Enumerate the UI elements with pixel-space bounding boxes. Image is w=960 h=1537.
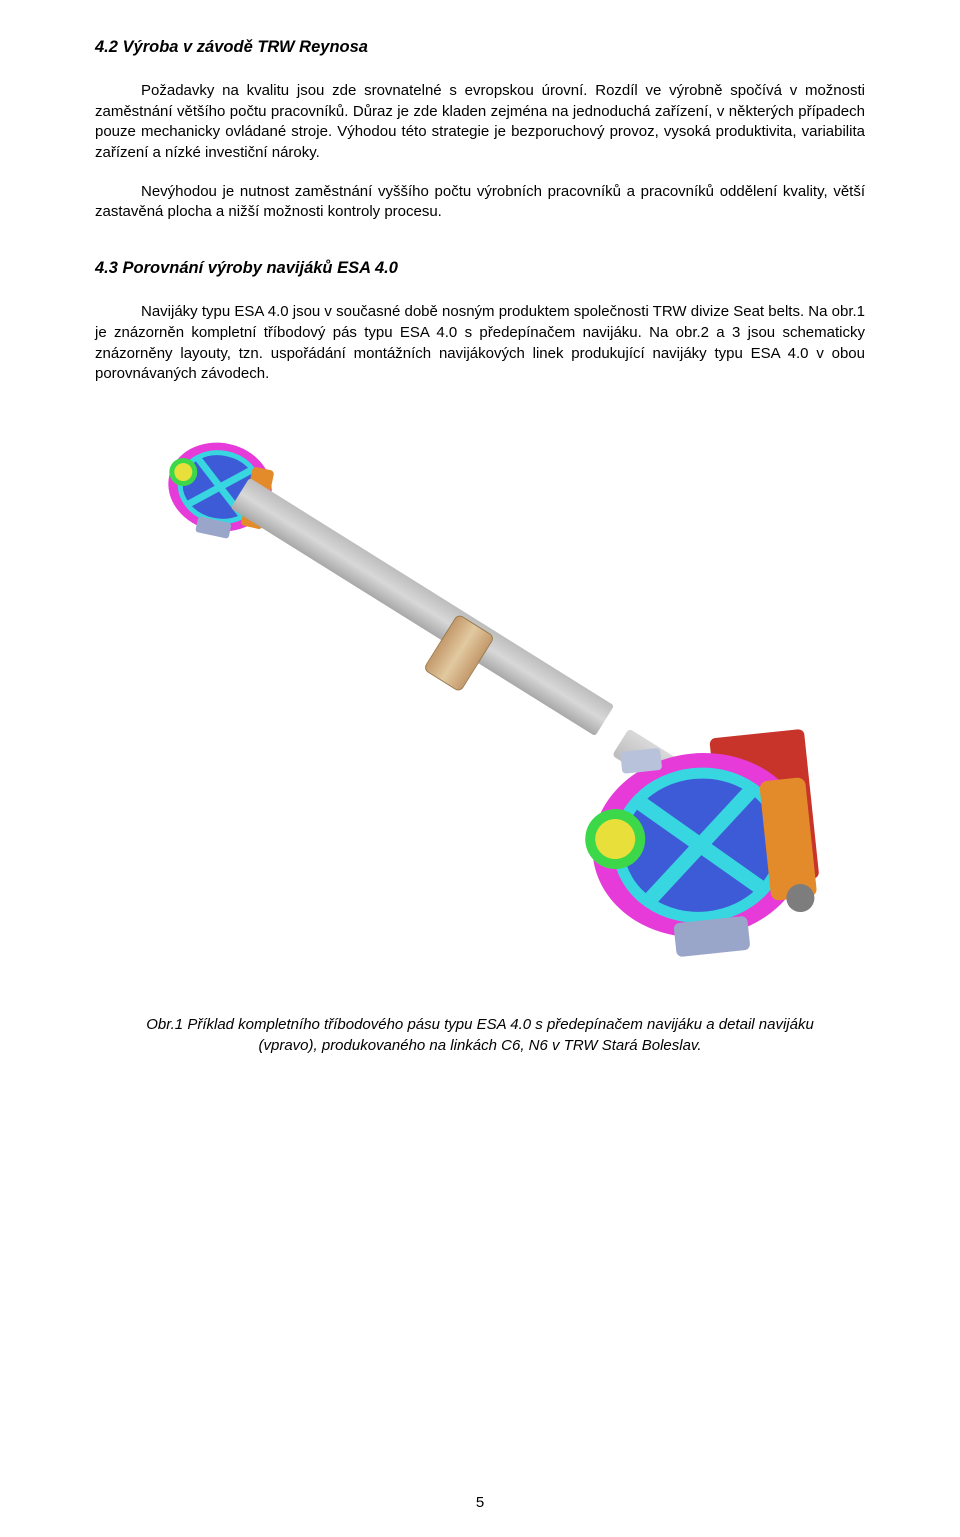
retractor-large-icon	[570, 710, 835, 975]
section-4-2-heading: 4.2 Výroba v závodě TRW Reynosa	[95, 38, 865, 57]
seatbelt-strap-icon	[230, 478, 614, 736]
section-4-3-paragraph-1: Navijáky typu ESA 4.0 jsou v současné do…	[95, 302, 865, 385]
figure-1-caption: Obr.1 Příklad kompletního tříbodového pá…	[115, 1015, 845, 1056]
retractor-small-icon	[153, 420, 288, 555]
figure-1	[95, 415, 865, 1005]
section-4-2-paragraph-2: Nevýhodou je nutnost zaměstnání vyššího …	[95, 182, 865, 223]
section-4-3-heading: 4.3 Porovnání výroby navijáků ESA 4.0	[95, 259, 865, 278]
section-4-2-paragraph-1: Požadavky na kvalitu jsou zde srovnateln…	[95, 81, 865, 164]
page-number: 5	[0, 1494, 960, 1511]
document-page: 4.2 Výroba v závodě TRW Reynosa Požadavk…	[0, 0, 960, 1537]
section-spacer	[95, 241, 865, 259]
